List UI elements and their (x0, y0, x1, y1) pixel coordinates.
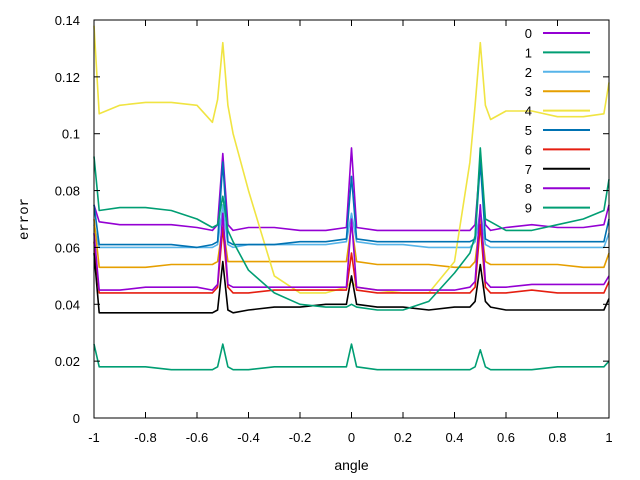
x-tick-label: 1 (605, 430, 612, 445)
y-tick-label: 0 (73, 411, 80, 426)
legend-label-3: 3 (525, 84, 532, 99)
x-tick-label: 0.6 (497, 430, 515, 445)
legend-label-1: 1 (525, 45, 532, 60)
legend-label-8: 8 (525, 181, 532, 196)
x-tick-label: -0.6 (186, 430, 208, 445)
series-line-6 (93, 223, 610, 294)
legend-label-6: 6 (525, 142, 532, 157)
x-tick-label: -0.2 (289, 430, 311, 445)
legend-label-0: 0 (525, 26, 532, 41)
y-axis-label: error (17, 198, 33, 240)
y-tick-label: 0.02 (55, 354, 80, 369)
x-tick-label: 0.2 (394, 430, 412, 445)
series-line-5 (93, 161, 610, 249)
series-line-7 (93, 253, 610, 314)
series-layer (93, 25, 610, 371)
y-tick-label: 0.1 (62, 127, 80, 142)
y-tick-label: 0.06 (55, 240, 80, 255)
legend-label-7: 7 (525, 162, 532, 177)
y-tick-label: 0.08 (55, 184, 80, 199)
legend: 0 1 2 3 4 5 6 7 8 9 (525, 26, 590, 216)
series-line-0 (93, 147, 610, 232)
x-tick-label: -1 (88, 430, 100, 445)
y-tick-label: 0.04 (55, 297, 80, 312)
x-tick-label: -0.4 (237, 430, 259, 445)
series-line-8 (93, 204, 610, 291)
y-tick-label: 0.14 (55, 13, 80, 28)
legend-label-2: 2 (525, 65, 532, 80)
y-tick-label: 0.12 (55, 70, 80, 85)
series-line-9 (93, 147, 610, 311)
legend-label-5: 5 (525, 123, 532, 138)
x-axis-label: angle (334, 457, 368, 473)
series-line-2 (93, 204, 610, 249)
legend-label-4: 4 (525, 104, 532, 119)
axes-layer: -1 -0.8 -0.6 -0.4 -0.2 0 0.2 0.4 0.6 0.8 1 0 0.02 0.0… (55, 13, 613, 445)
series-line-4 (93, 25, 610, 294)
series-line-1 (93, 343, 610, 371)
legend-label-9: 9 (525, 201, 532, 216)
x-tick-label: 0.8 (548, 430, 566, 445)
x-tick-label: -0.8 (134, 430, 156, 445)
x-tick-label: 0.4 (445, 430, 463, 445)
x-tick-label: 0 (348, 430, 355, 445)
